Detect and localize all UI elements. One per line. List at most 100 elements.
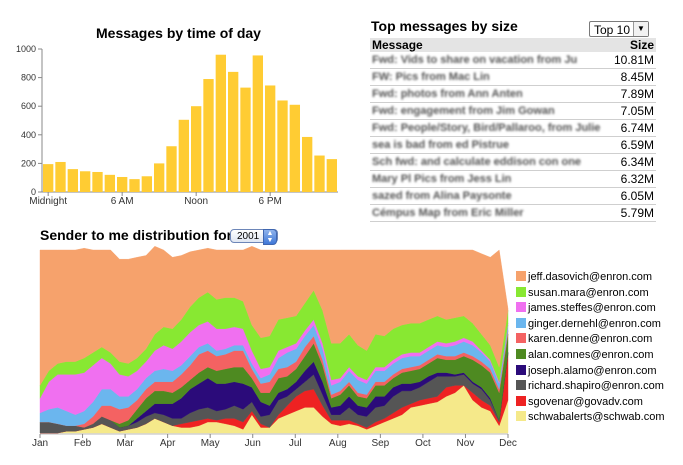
legend-label: alan.comnes@enron.com [528,349,654,361]
top-count-select[interactable]: Top 10 ▼ [589,21,649,37]
legend-item[interactable]: ginger.dernehl@enron.com [516,317,661,331]
x-tick-label: 6 AM [111,196,134,207]
legend-swatch [516,411,526,422]
y-tick-label: 0 [31,187,36,197]
bar [80,171,91,192]
size-column-header[interactable]: Size [608,38,656,52]
bar [92,171,103,192]
legend-item[interactable]: richard.shapiro@enron.com [516,379,664,393]
message-cell[interactable]: Fwd: photos from Ann Anten [370,85,608,103]
bar [277,100,288,192]
bar [191,106,202,192]
legend-label: joseph.alamo@enron.com [528,364,657,377]
bar [129,179,140,192]
stream-chart-title: Sender to me distribution for [40,227,233,243]
month-label: May [201,438,220,449]
message-cell[interactable]: Fwd: Vids to share on vacation from Ju [370,52,608,69]
bar [289,104,300,192]
message-cell[interactable]: Fwd: engagement from Jim Gowan [370,102,608,120]
size-cell: 5.79M [608,204,656,222]
month-label: Apr [160,438,176,449]
x-tick-label: Noon [184,196,208,207]
month-label: Dec [499,438,517,449]
y-tick-label: 400 [21,130,36,140]
legend-swatch [516,271,526,281]
legend-label: sgovenar@govadv.com [528,395,643,408]
bar [215,54,226,192]
legend-item[interactable]: james.steffes@enron.com [516,301,656,315]
size-cell: 6.34M [608,153,656,171]
table-row[interactable]: Mary Pl Pics from Jess Lin 6.32M [370,170,656,188]
bar-chart-title: Messages by time of day [96,25,261,41]
legend-swatch [516,395,526,406]
legend-label: susan.mara@enron.com [528,286,649,299]
chevron-updown-icon: ▲ ▼ [263,229,277,245]
bar [141,176,152,192]
message-cell[interactable]: sea is bad from ed Pistrue [370,136,608,154]
message-column-header[interactable]: Message [370,38,608,52]
bar [104,174,115,192]
legend-swatch [516,349,526,359]
month-label: Jan [32,438,48,449]
time-of-day-bar-chart: 0 200 400 600 800 1000 Midnight 6 AM Noon 6 PM [16,44,338,207]
message-cell[interactable]: sazed from Alina Paysonte [370,187,608,205]
message-cell[interactable]: Cémpus Map from Eric Miller [370,204,608,222]
table-row[interactable]: Sch fwd: and calculate eddison con one 6.… [370,153,656,171]
legend-item[interactable]: jeff.dasovich@enron.com [516,270,652,284]
legend-item[interactable]: susan.mara@enron.com [516,286,649,300]
size-cell: 6.74M [608,119,656,137]
y-tick-label: 600 [21,101,36,111]
table-row[interactable]: sea is bad from ed Pistrue 6.59M [370,136,656,154]
month-label: Feb [74,438,92,449]
bar [117,176,128,192]
size-cell: 6.05M [608,187,656,205]
bar [314,155,325,192]
bar [302,136,313,192]
message-cell[interactable]: Fwd: People/Story, Bird/Pallaroo, from J… [370,119,608,137]
month-label: Aug [329,438,347,449]
bar [166,146,177,192]
legend-item[interactable]: alan.comnes@enron.com [516,348,654,362]
legend-item[interactable]: karen.denne@enron.com [516,332,652,346]
table-row[interactable]: Fwd: photos from Ann Anten 7.89M [370,85,656,103]
bar [228,71,239,192]
table-row[interactable]: Fwd: engagement from Jim Gowan 7.05M [370,102,656,120]
legend-swatch [516,317,526,328]
month-label: Nov [457,438,475,449]
message-cell[interactable]: Mary Pl Pics from Jess Lin [370,170,608,188]
size-cell: 6.59M [608,136,656,154]
bar [67,169,78,192]
message-cell[interactable]: Sch fwd: and calculate eddison con one [370,153,608,171]
legend-swatch [516,364,526,375]
bar [265,85,276,192]
bar [154,163,165,192]
legend-swatch [516,380,526,391]
table-row[interactable]: Fwd: Vids to share on vacation from Ju 10… [370,52,656,69]
size-cell: 6.32M [608,170,656,188]
top-count-value: Top 10 [594,23,631,37]
bar [43,164,54,192]
table-row[interactable]: Fwd: People/Story, Bird/Pallaroo, from J… [370,119,656,137]
legend-swatch [516,333,526,344]
y-tick-label: 800 [21,73,36,83]
year-select-value: 2001 [237,231,260,242]
table-row[interactable]: sazed from Alina Paysonte 6.05M [370,187,656,205]
legend-label: karen.denne@enron.com [528,333,653,346]
month-label: Mar [116,438,134,449]
y-tick-label: 1000 [16,44,36,54]
size-cell: 8.45M [608,68,656,86]
table-row[interactable]: Cémpus Map from Eric Miller 5.79M [370,204,656,222]
x-tick-label: Midnight [29,196,67,207]
legend-item[interactable]: joseph.alamo@enron.com [516,364,657,378]
size-cell: 10.81M [608,52,656,69]
table-row[interactable]: FW: Pics from Mac Lin 8.45M [370,68,656,86]
legend-label: richard.shapiro@enron.com [528,380,664,393]
legend-label: ginger.dernehl@enron.com [528,317,661,330]
table-header-row: Message Size [370,38,656,52]
year-select[interactable]: 2001 ▲ ▼ [230,229,278,245]
month-label: Jul [289,438,302,449]
month-label: Jun [245,438,261,449]
legend-item[interactable]: schwabalerts@schwab.com [516,410,665,424]
legend-item[interactable]: sgovenar@govadv.com [516,395,643,409]
message-cell[interactable]: FW: Pics from Mac Lin [370,68,608,86]
